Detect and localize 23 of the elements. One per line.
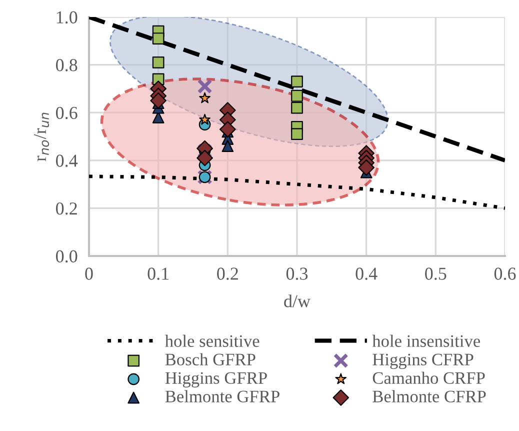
x-tick-label: 0 (85, 268, 93, 280)
x-tick-label: 0.6 (494, 268, 516, 280)
y-tick-label: 0.8 (56, 59, 78, 72)
legend-label: hole insensitive (372, 334, 480, 347)
y-axis-title: r$_{no}$/r$_{un}$ (34, 112, 50, 162)
y-tick-label: 1.0 (56, 11, 78, 24)
x-axis-title: d/w (284, 294, 310, 308)
x-tick-label: 0.4 (356, 268, 378, 280)
x-tick-label: 0.2 (217, 268, 238, 280)
y-tick-label: 0.0 (56, 250, 78, 263)
x-tick-label: 0.5 (425, 268, 446, 280)
legend-label: Belmonte CFRP (372, 390, 486, 402)
legend-label: hole sensitive (165, 334, 260, 347)
x-tick-label: 0.1 (148, 268, 169, 280)
legend-label: Higgins GFRP (165, 372, 267, 388)
legend-label: Belmonte GFRP (165, 390, 280, 402)
legend-label: Bosch GFRP (165, 353, 256, 366)
legend-label: Higgins CFRP (372, 354, 474, 369)
y-tick-label: 0.6 (56, 106, 78, 120)
x-tick-label: 0.3 (286, 268, 308, 280)
y-tick-label: 0.4 (56, 154, 78, 167)
y-tick-label: 0.2 (56, 202, 77, 215)
legend-label: Camanho CRFP (372, 372, 485, 384)
